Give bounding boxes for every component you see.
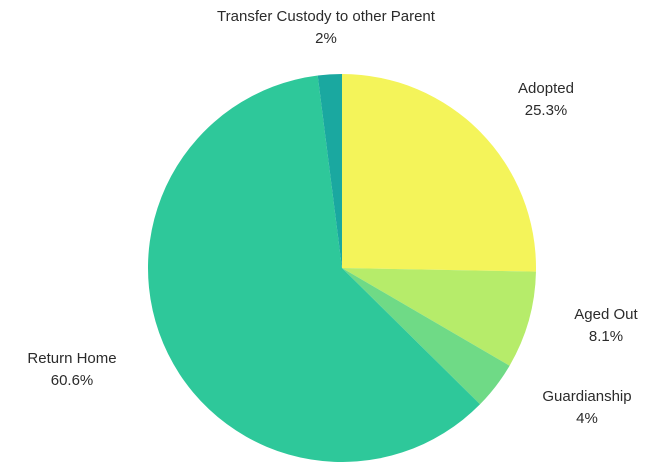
slice-aged-out: [342, 268, 536, 366]
slice-adopted: [342, 74, 537, 272]
slice-guardianship: [342, 268, 510, 405]
label-return-home-name: Return Home: [27, 350, 117, 367]
label-transfer-custody-value: 2%: [315, 30, 337, 47]
label-aged-out-value: 8.1%: [588, 328, 624, 345]
label-aged-out: Aged Out 8.1%: [574, 304, 637, 348]
label-adopted-value: 25.3%: [524, 102, 568, 119]
slice-transfer-custody: [317, 74, 342, 268]
label-guardianship-name: Guardianship: [542, 388, 632, 405]
label-return-home-value: 60.6%: [50, 372, 94, 389]
label-return-home: Return Home 60.6%: [27, 348, 116, 392]
label-transfer-custody: Transfer Custody to other Parent 2%: [217, 6, 435, 50]
label-aged-out-name: Aged Out: [574, 306, 638, 323]
label-adopted-name: Adopted: [518, 80, 574, 97]
label-adopted: Adopted 25.3%: [518, 78, 574, 122]
label-transfer-custody-name: Transfer Custody to other Parent: [217, 8, 435, 25]
label-guardianship-value: 4%: [576, 410, 598, 427]
slice-return-home: [148, 75, 481, 462]
label-guardianship: Guardianship 4%: [542, 386, 631, 430]
